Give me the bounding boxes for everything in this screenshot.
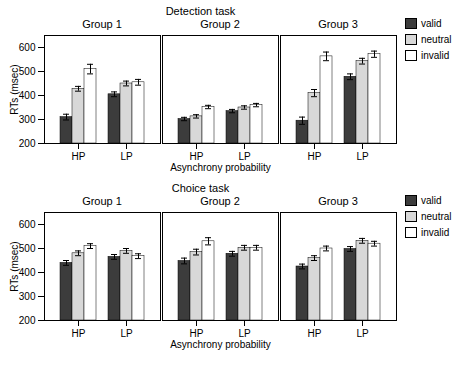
svg-text:LP: LP — [356, 328, 369, 338]
svg-text:HP: HP — [308, 151, 322, 161]
html-text:Choice task: Choice task — [171, 182, 230, 194]
svg-text:300: 300 — [19, 291, 36, 302]
html-text:Group 3: Group 3 — [318, 195, 358, 207]
html-text:Detection task: Detection task — [165, 5, 236, 17]
svg-text:LP: LP — [120, 151, 133, 161]
html-text:Group 2: Group 2 — [200, 18, 240, 30]
svg-text:600: 600 — [19, 219, 36, 230]
html-text:invalid: invalid — [421, 227, 450, 238]
svg-text:500: 500 — [19, 243, 36, 254]
html-text:Group 1: Group 1 — [82, 195, 122, 207]
svg-text:200: 200 — [19, 315, 36, 326]
svg-text:RTs (msec): RTs (msec) — [9, 241, 20, 291]
html-text:invalid: invalid — [421, 50, 450, 61]
svg-text:LP: LP — [238, 151, 251, 161]
svg-text:HP: HP — [308, 328, 322, 338]
svg-text:300: 300 — [19, 114, 36, 125]
svg-text:600: 600 — [19, 42, 36, 53]
html-text:valid: valid — [421, 18, 442, 29]
html-text:valid: valid — [421, 195, 442, 206]
html-text:Asynchrony probability: Asynchrony probability — [170, 339, 271, 350]
svg-text:400: 400 — [19, 267, 36, 278]
html-text:neutral: neutral — [421, 211, 452, 222]
html-text:neutral: neutral — [421, 34, 452, 45]
svg-text:LP: LP — [356, 151, 369, 161]
html-text:Group 1: Group 1 — [82, 18, 122, 30]
svg-text:RTs (msec): RTs (msec) — [9, 64, 20, 114]
svg-text:HP: HP — [72, 328, 86, 338]
svg-text:500: 500 — [19, 66, 36, 77]
html-text:Group 3: Group 3 — [318, 18, 358, 30]
svg-text:400: 400 — [19, 90, 36, 101]
svg-text:LP: LP — [120, 328, 133, 338]
svg-text:HP: HP — [72, 151, 86, 161]
svg-text:HP: HP — [190, 151, 204, 161]
svg-text:200: 200 — [19, 138, 36, 149]
svg-text:LP: LP — [238, 328, 251, 338]
html-text:Asynchrony probability: Asynchrony probability — [170, 162, 271, 173]
html-text:Group 2: Group 2 — [200, 195, 240, 207]
svg-text:HP: HP — [190, 328, 204, 338]
